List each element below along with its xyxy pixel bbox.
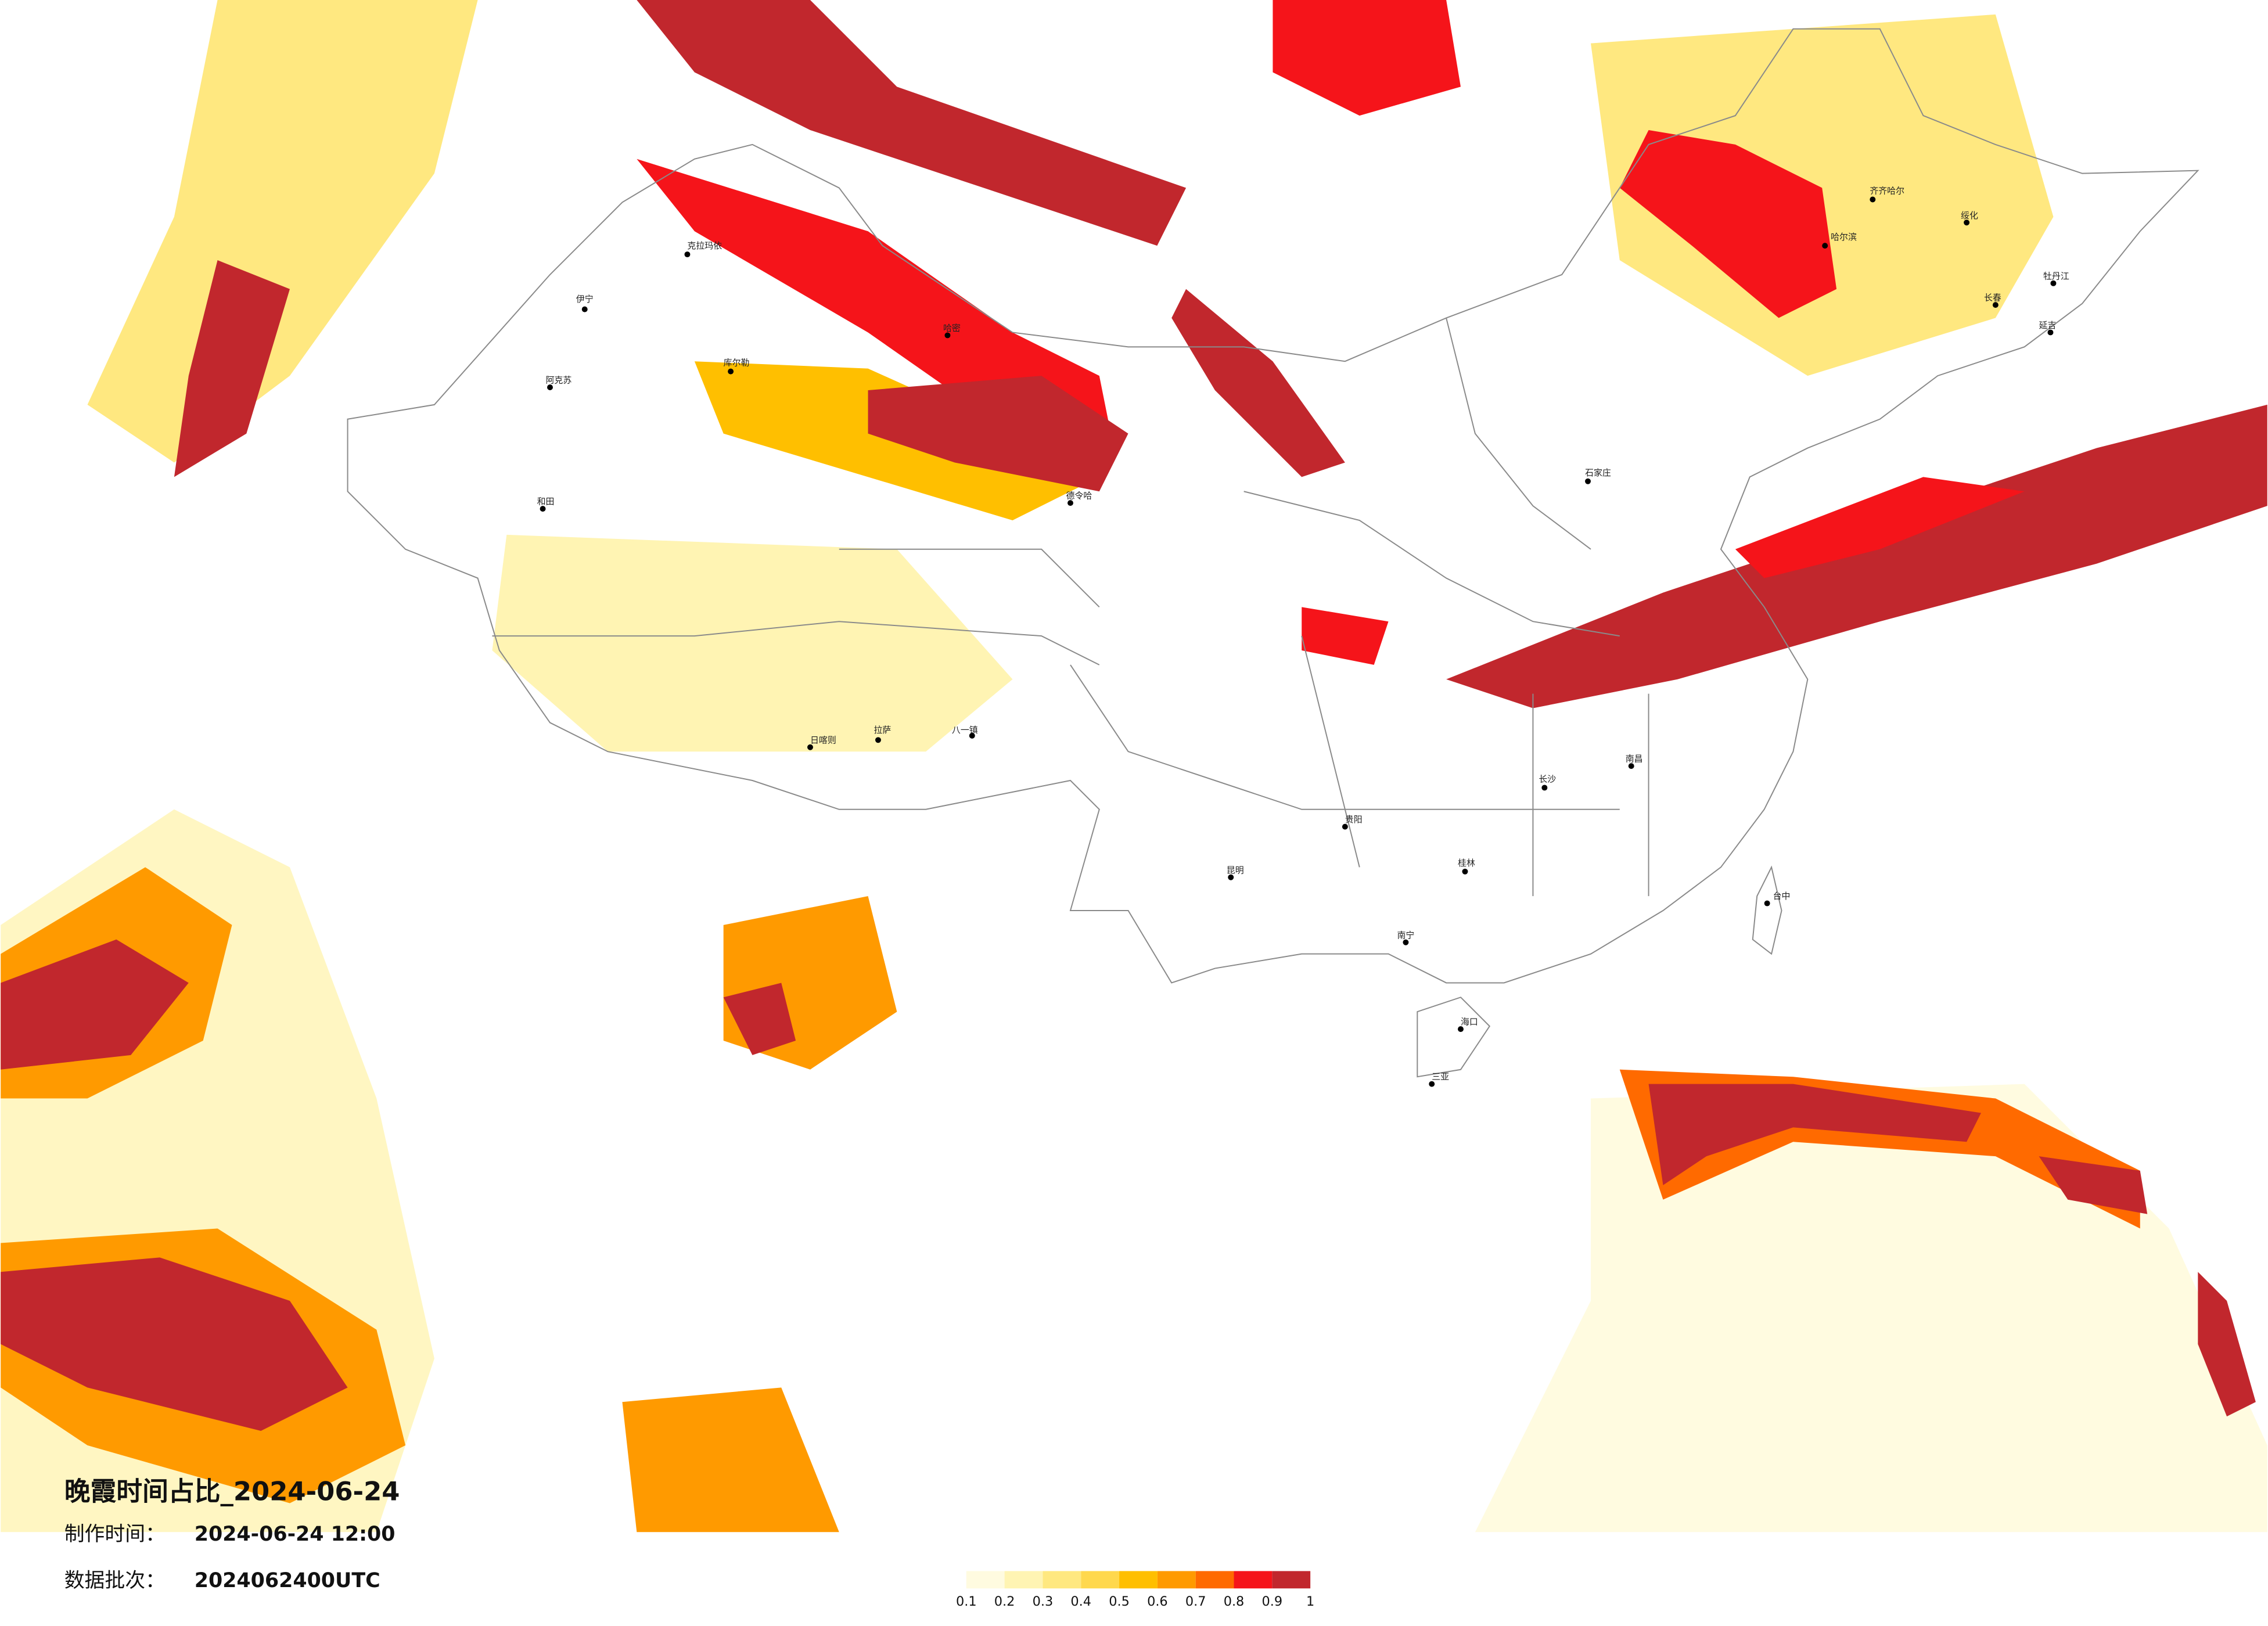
city: 拉萨 (874, 725, 892, 743)
title: 晚霞时间占比_2024-06-24 (64, 1476, 400, 1506)
colorbar-box (1004, 1571, 1043, 1589)
city-label: 德令哈 (1066, 491, 1092, 501)
colorbar-tick-label: 0.3 (1033, 1594, 1054, 1609)
colorbar-box (1157, 1571, 1196, 1589)
colorbar-box (1195, 1571, 1234, 1589)
city-label: 八一镇 (952, 725, 978, 735)
city: 昆明 (1227, 865, 1244, 880)
city: 齐齐哈尔 (1870, 186, 1904, 203)
colorbar-box (1119, 1571, 1158, 1589)
city: 库尔勒 (724, 358, 750, 375)
city-label: 昆明 (1227, 865, 1244, 875)
city-label: 齐齐哈尔 (1870, 186, 1904, 196)
city: 伊宁 (576, 294, 594, 312)
heat-field (1, 0, 2267, 1533)
city: 牡丹江 (2043, 271, 2069, 286)
city-label: 哈尔滨 (1831, 232, 1857, 242)
city-label: 长沙 (1539, 774, 1556, 784)
city-label: 海口 (1461, 1017, 1478, 1027)
colorbar-tick-label: 0.4 (1070, 1594, 1091, 1609)
city-label: 库尔勒 (724, 358, 750, 368)
colorbar-box (1043, 1571, 1081, 1589)
city: 德令哈 (1066, 491, 1092, 506)
city-label: 延吉 (2039, 320, 2057, 330)
colorbar: 0.1 0.2 0.3 0.4 0.5 0.6 0.7 0.8 0.9 1 (956, 1571, 1314, 1609)
city: 克拉玛依 (684, 240, 722, 258)
city: 哈密 (943, 323, 961, 339)
city: 长沙 (1539, 774, 1556, 791)
city-label: 克拉玛依 (687, 240, 722, 251)
city-label: 牡丹江 (2043, 271, 2069, 281)
city: 八一镇 (952, 725, 978, 739)
city: 日喀则 (807, 735, 836, 750)
colorbar-tick-label: 0.8 (1224, 1594, 1245, 1609)
city: 和田 (537, 497, 555, 512)
city: 延吉 (2039, 320, 2057, 336)
city-label: 日喀则 (810, 735, 836, 745)
batch: 2024062400UTC (195, 1569, 380, 1592)
city-label: 哈密 (943, 323, 961, 333)
colorbar-tick-label: 0.2 (994, 1594, 1015, 1609)
city: 阿克苏 (546, 375, 572, 390)
city-label: 长春 (1984, 293, 2001, 303)
city-label: 拉萨 (874, 725, 892, 735)
batch-label: 数据批次： (64, 1569, 166, 1592)
city-label: 贵阳 (1345, 814, 1363, 825)
colorbar-tick-label: 0.7 (1185, 1594, 1206, 1609)
colorbar-tick-label: 1 (1306, 1594, 1314, 1609)
city: 绥化 (1961, 210, 1978, 226)
city-label: 绥化 (1961, 210, 1978, 221)
city-label: 三亚 (1432, 1071, 1449, 1082)
colorbar-tick-label: 0.1 (956, 1594, 977, 1609)
colorbar-box (1234, 1571, 1273, 1589)
city: 桂林 (1458, 858, 1475, 875)
city: 三亚 (1429, 1071, 1449, 1087)
city-label: 伊宁 (576, 294, 594, 304)
city: 石家庄 (1585, 467, 1611, 484)
city: 南昌 (1626, 754, 1643, 769)
city-label: 南宁 (1397, 930, 1414, 940)
city: 台中 (1764, 891, 1791, 906)
made-time: 2024-06-24 12:00 (195, 1523, 396, 1546)
city-label: 石家庄 (1585, 467, 1611, 478)
city: 长春 (1984, 293, 2001, 308)
city-label: 南昌 (1626, 754, 1643, 764)
city: 南宁 (1397, 930, 1414, 945)
city-label: 阿克苏 (546, 375, 572, 386)
city-label: 台中 (1773, 891, 1791, 901)
colorbar-box (1081, 1571, 1120, 1589)
city-label: 和田 (537, 497, 555, 507)
colorbar-box (1272, 1571, 1311, 1589)
colorbar-tick-label: 0.5 (1109, 1594, 1130, 1609)
city-layer: 伊宁 克拉玛依 阿克苏 库尔勒 哈密 和田 德令哈 日喀则 拉萨 八一镇 石家庄… (537, 186, 2069, 1087)
colorbar-box (966, 1571, 1005, 1589)
city: 贵阳 (1342, 814, 1363, 830)
made-label: 制作时间： (64, 1523, 166, 1546)
colorbar-tick-label: 0.9 (1262, 1594, 1283, 1609)
city: 海口 (1458, 1017, 1478, 1033)
colorbar-tick-label: 0.6 (1147, 1594, 1168, 1609)
city-label: 桂林 (1458, 858, 1475, 868)
city: 哈尔滨 (1822, 232, 1857, 249)
borders (347, 28, 2199, 1078)
